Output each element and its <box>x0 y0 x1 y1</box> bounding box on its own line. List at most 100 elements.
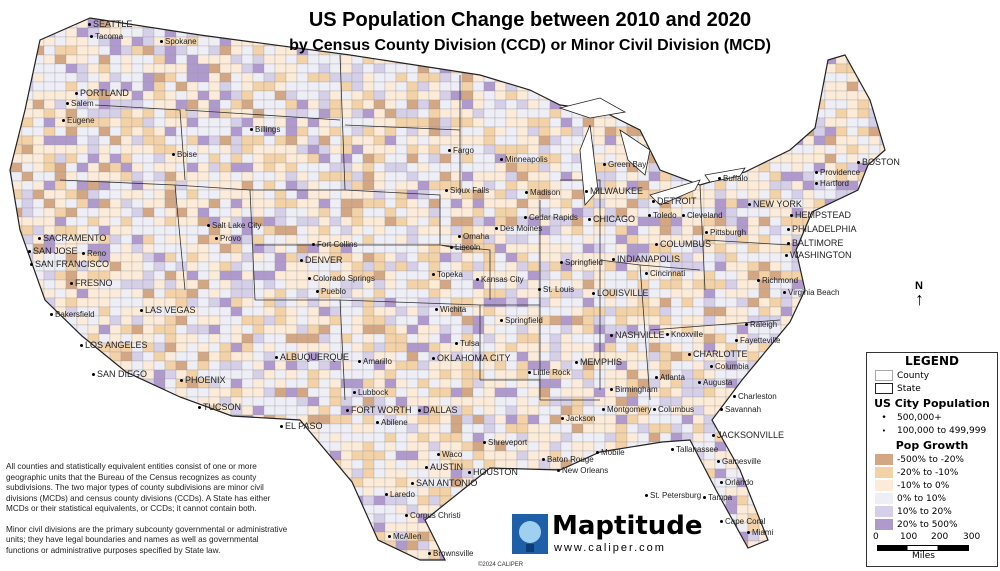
division-cell <box>802 117 815 128</box>
division-cell <box>703 531 716 542</box>
division-cell <box>626 558 639 560</box>
division-cell <box>879 297 885 308</box>
division-cell <box>868 189 881 200</box>
division-cell <box>197 81 210 92</box>
division-cell <box>87 153 100 164</box>
division-cell <box>241 279 254 290</box>
division-cell <box>835 81 848 92</box>
division-cell <box>296 558 309 560</box>
division-cell <box>659 153 672 164</box>
division-cell <box>285 252 298 263</box>
division-cell <box>54 324 67 335</box>
division-cell <box>197 450 210 461</box>
division-cell <box>230 378 243 389</box>
division-cell <box>208 171 221 182</box>
division-cell <box>32 180 45 191</box>
division-cell <box>692 72 705 83</box>
division-cell <box>802 360 815 371</box>
division-cell <box>791 351 804 362</box>
division-cell <box>274 171 287 182</box>
division-cell <box>263 252 276 263</box>
division-cell <box>230 441 243 452</box>
division-cell <box>692 81 705 92</box>
division-cell <box>263 270 276 281</box>
division-cell <box>10 324 12 335</box>
division-cell <box>208 342 221 353</box>
division-cell <box>780 126 793 137</box>
division-cell <box>43 414 56 425</box>
division-cell <box>868 72 881 83</box>
division-cell <box>593 81 606 92</box>
division-cell <box>549 414 562 425</box>
division-cell <box>637 459 650 470</box>
division-cell <box>54 270 67 281</box>
division-cell <box>868 90 881 101</box>
division-cell <box>494 504 507 515</box>
division-cell <box>868 36 881 47</box>
division-cell <box>340 306 353 317</box>
division-cell <box>351 459 364 470</box>
division-cell <box>824 423 837 434</box>
division-cell <box>527 333 540 344</box>
division-cell <box>351 144 364 155</box>
division-cell <box>780 261 793 272</box>
division-cell <box>340 387 353 398</box>
division-cell <box>692 315 705 326</box>
division-cell <box>285 279 298 290</box>
division-cell <box>87 423 100 434</box>
division-cell <box>186 342 199 353</box>
division-cell <box>241 180 254 191</box>
division-cell <box>32 414 45 425</box>
division-cell <box>527 504 540 515</box>
division-cell <box>857 216 870 227</box>
division-cell <box>318 477 331 488</box>
division-cell <box>395 360 408 371</box>
division-cell <box>307 72 320 83</box>
division-cell <box>10 450 23 461</box>
division-cell <box>285 81 298 92</box>
division-cell <box>747 54 760 65</box>
division-cell <box>10 306 23 317</box>
division-cell <box>516 405 529 416</box>
division-cell <box>725 54 738 65</box>
division-cell <box>846 531 859 542</box>
division-cell <box>791 81 804 92</box>
division-cell <box>472 414 485 425</box>
division-cell <box>846 414 859 425</box>
division-cell <box>21 18 34 20</box>
division-cell <box>87 288 100 299</box>
division-cell <box>615 342 628 353</box>
division-cell <box>582 72 595 83</box>
division-cell <box>670 423 683 434</box>
division-cell <box>120 243 133 254</box>
division-cell <box>10 144 12 155</box>
division-cell <box>208 315 221 326</box>
division-cell <box>87 207 100 218</box>
division-cell <box>549 378 562 389</box>
division-cell <box>604 477 617 488</box>
division-cell <box>252 162 265 173</box>
division-cell <box>329 90 342 101</box>
division-cell <box>274 207 287 218</box>
division-cell <box>560 495 573 506</box>
division-cell <box>285 315 298 326</box>
division-cell <box>736 279 749 290</box>
division-cell <box>329 387 342 398</box>
division-cell <box>340 162 353 173</box>
division-cell <box>604 171 617 182</box>
division-cell <box>274 99 287 110</box>
division-cell <box>505 414 518 425</box>
division-cell <box>428 423 441 434</box>
division-cell <box>285 99 298 110</box>
division-cell <box>87 405 100 416</box>
division-cell <box>538 486 551 497</box>
division-cell <box>659 135 672 146</box>
division-cell <box>461 90 474 101</box>
division-cell <box>824 297 837 308</box>
division-cell <box>549 486 562 497</box>
division-cell <box>483 387 496 398</box>
division-cell <box>648 117 661 128</box>
division-cell <box>65 18 78 20</box>
division-cell <box>164 351 177 362</box>
division-cell <box>10 378 23 389</box>
